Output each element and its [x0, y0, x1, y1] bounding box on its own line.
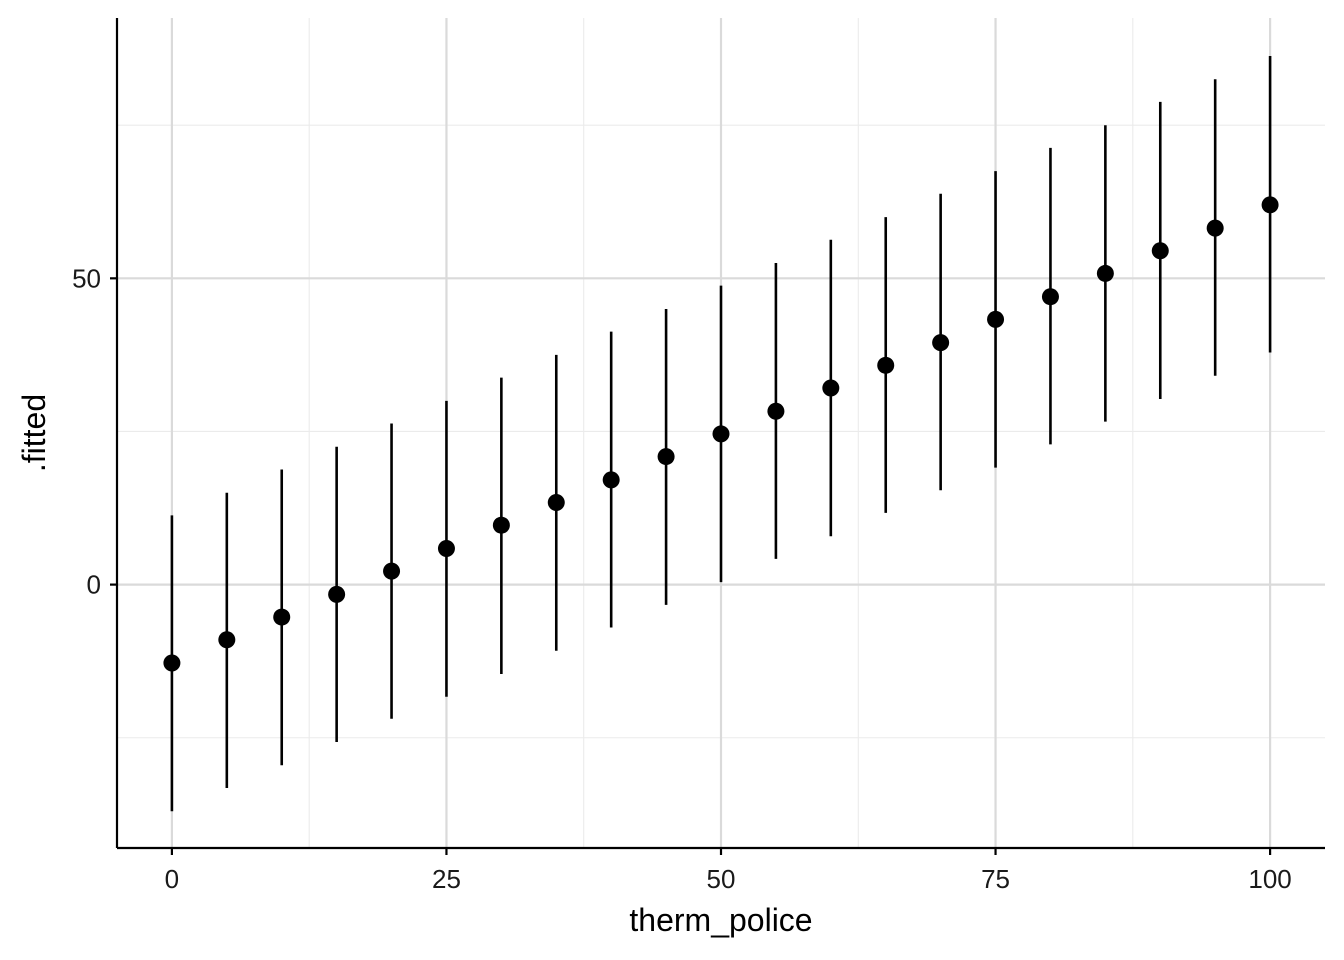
- x-tick-label: 0: [165, 864, 179, 894]
- x-tick-label: 75: [981, 864, 1010, 894]
- y-tick-label: 50: [72, 263, 101, 293]
- data-point: [1096, 264, 1114, 282]
- data-point: [492, 516, 510, 534]
- data-point: [1261, 196, 1279, 214]
- data-point: [437, 539, 455, 557]
- data-point: [383, 562, 401, 580]
- data-point: [932, 334, 950, 352]
- data-point: [877, 356, 895, 374]
- data-point: [822, 379, 840, 397]
- data-point: [712, 425, 730, 443]
- data-point: [163, 654, 181, 672]
- data-point: [218, 631, 236, 649]
- y-axis-title: .fitted: [16, 394, 52, 472]
- x-axis-title: therm_police: [629, 902, 812, 938]
- data-point: [767, 402, 785, 420]
- data-point: [547, 494, 565, 512]
- data-marks: [163, 55, 1279, 812]
- data-point: [273, 608, 291, 626]
- data-point: [602, 471, 620, 489]
- y-tick-label: 0: [87, 570, 101, 600]
- x-tick-label: 25: [432, 864, 461, 894]
- data-point: [328, 585, 346, 603]
- data-point: [657, 448, 675, 466]
- data-point: [987, 310, 1005, 328]
- data-point: [1041, 288, 1059, 306]
- data-point: [1151, 242, 1169, 260]
- ticks: 0 25 50 75 100 0 50: [72, 263, 1292, 894]
- data-point: [1206, 219, 1224, 237]
- x-tick-label: 50: [707, 864, 736, 894]
- x-tick-label: 100: [1248, 864, 1291, 894]
